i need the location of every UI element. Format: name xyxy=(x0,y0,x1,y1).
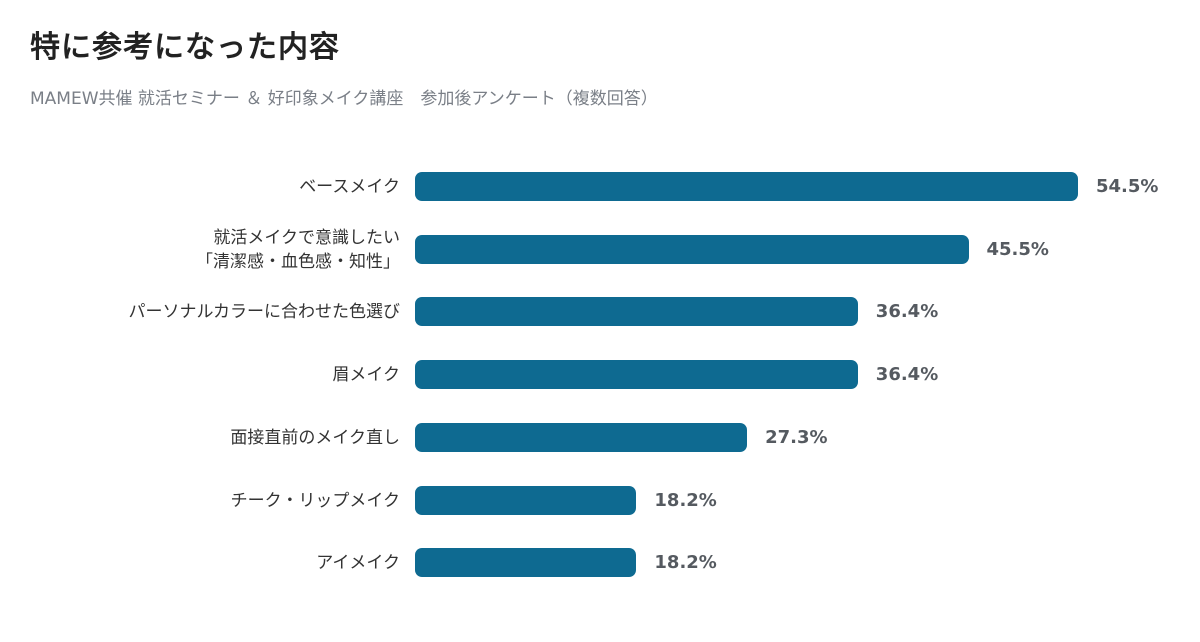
category-label-line: チーク・リップメイク xyxy=(230,490,400,511)
category-label: パーソナルカラーに合わせた色選び xyxy=(129,300,401,324)
category-label-line: 就活メイクで意識したい xyxy=(213,227,400,248)
category-label-line: 面接直前のメイク直し xyxy=(230,427,400,448)
category-label: 眉メイク xyxy=(332,363,400,387)
bar xyxy=(415,235,969,264)
chart-subtitle: MAMEW共催 就活セミナー ＆ 好印象メイク講座 参加後アンケート（複数回答） xyxy=(30,89,658,109)
value-label: 27.3% xyxy=(765,427,828,448)
value-label: 18.2% xyxy=(654,490,717,511)
category-label-line: ベースメイク xyxy=(299,176,400,197)
category-label: 就活メイクで意識したい「清潔感・血色感・知性」 xyxy=(196,226,400,274)
value-label: 45.5% xyxy=(986,239,1049,260)
bar xyxy=(415,360,858,389)
bar xyxy=(415,548,637,577)
value-label: 18.2% xyxy=(654,552,717,573)
bar xyxy=(415,423,748,452)
category-label-line: パーソナルカラーに合わせた色選び xyxy=(128,301,401,322)
category-label: チーク・リップメイク xyxy=(231,489,400,513)
value-label: 36.4% xyxy=(875,364,939,385)
bar xyxy=(415,172,1078,201)
bar xyxy=(415,297,858,326)
category-label: ベースメイク xyxy=(299,175,400,199)
value-label: 54.5% xyxy=(1096,176,1159,197)
category-label-line: 「清潔感・血色感・知性」 xyxy=(196,251,400,272)
category-label-line: アイメイク xyxy=(316,552,400,573)
bar xyxy=(415,486,637,515)
category-label: 面接直前のメイク直し xyxy=(230,426,400,450)
value-label: 36.4% xyxy=(875,301,939,322)
chart-title: 特に参考になった内容 xyxy=(30,30,340,65)
category-label: アイメイク xyxy=(316,551,400,575)
category-label-line: 眉メイク xyxy=(332,364,400,385)
